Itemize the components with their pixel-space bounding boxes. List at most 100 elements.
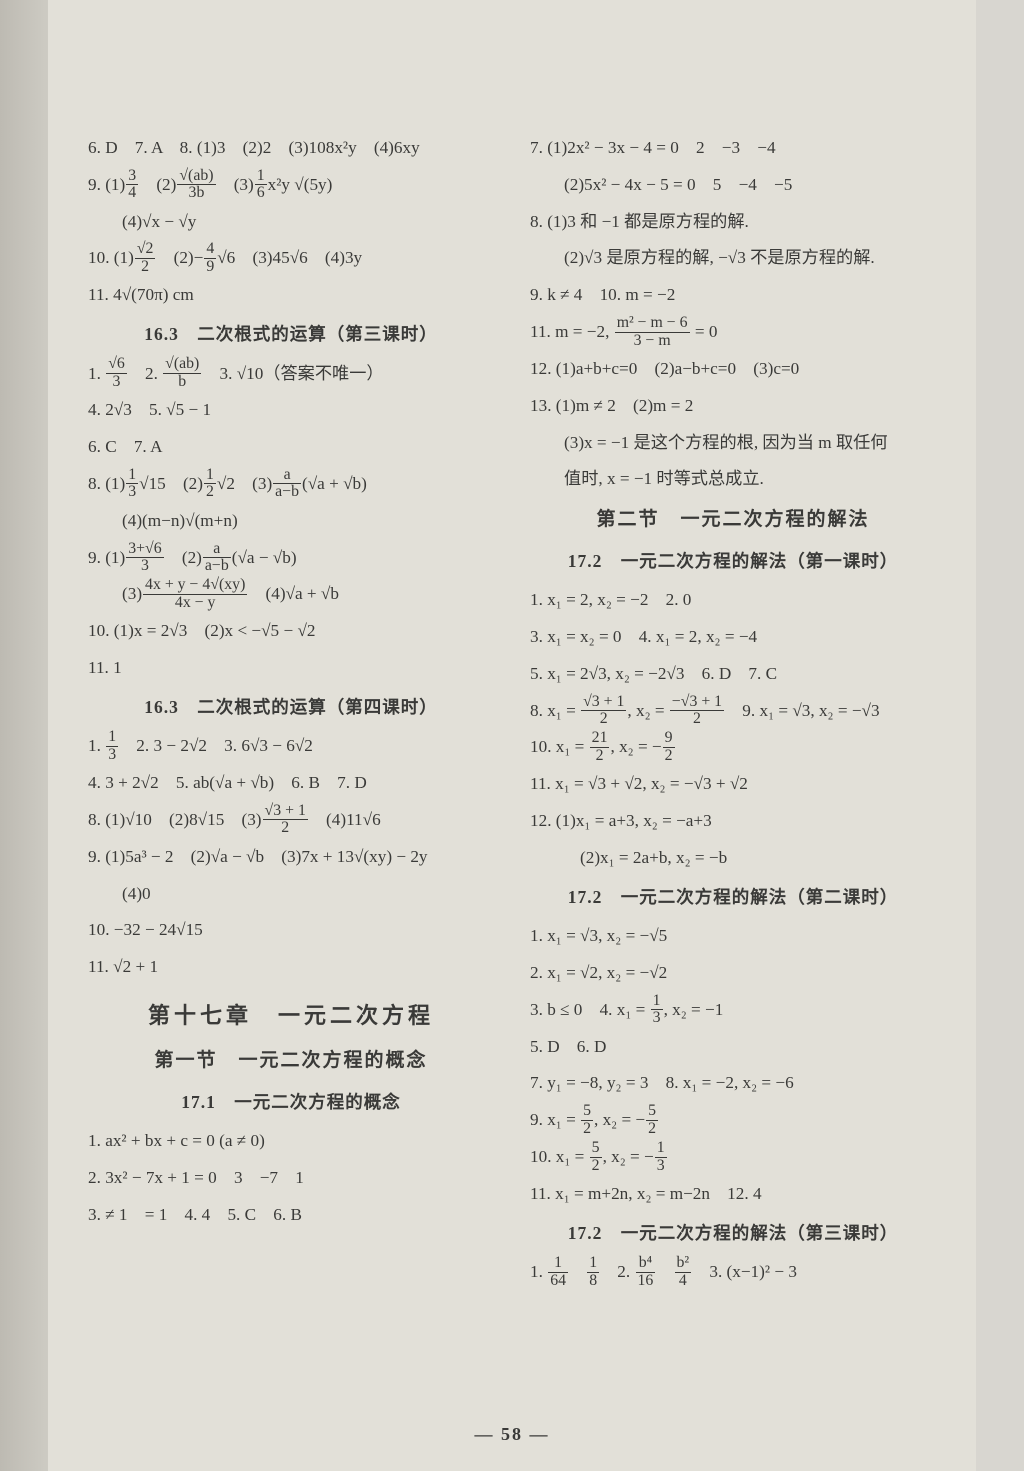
text: 9. x₁ = √3, x₂ = −√3	[725, 701, 879, 720]
fraction: √(ab)b	[163, 356, 201, 390]
answer-line: 4. 3 + 2√2 5. ab(√a + √b) 6. B 7. D	[88, 765, 494, 802]
answer-line: (4)0	[88, 876, 494, 913]
answer-line: (2)√3 是原方程的解, −√3 不是原方程的解.	[530, 240, 936, 277]
fraction: 4x + y − 4√(xy)4x − y	[143, 577, 247, 611]
left-column: 6. D 7. A 8. (1)3 (2)2 (3)108x²y (4)6xy …	[88, 130, 494, 1360]
text: 9. (1)	[88, 548, 125, 567]
answer-line: 1. x₁ = 2, x₂ = −2 2. 0	[530, 582, 936, 619]
text: 8. (1)√10 (2)8√15 (3)	[88, 810, 262, 829]
fraction: 13	[655, 1140, 667, 1174]
fraction: −√3 + 12	[670, 694, 724, 728]
text: 3. √10（答案不唯一）	[202, 364, 383, 383]
text: , x₂ = −	[610, 737, 661, 756]
text: , x₂ = −	[603, 1147, 654, 1166]
text: , x₂ = −	[594, 1110, 645, 1129]
answer-line: 1. √63 2. √(ab)b 3. √10（答案不唯一）	[88, 356, 494, 393]
fraction: 3+√63	[126, 541, 163, 575]
text: √2 (3)	[217, 474, 272, 493]
answer-line: 3. x₁ = x₂ = 0 4. x₁ = 2, x₂ = −4	[530, 619, 936, 656]
fraction: 16	[255, 168, 267, 202]
lesson-heading: 16.3 二次根式的运算（第三课时）	[88, 316, 494, 353]
answer-line: 9. (1)34 (2)√(ab)3b (3)16x²y √(5y)	[88, 167, 494, 204]
answer-line: 11. x₁ = √3 + √2, x₂ = −√3 + √2	[530, 766, 936, 803]
fraction: b²4	[675, 1255, 692, 1289]
answer-line: 2. 3x² − 7x + 1 = 0 3 −7 1	[88, 1160, 494, 1197]
fraction: 12	[204, 467, 216, 501]
answer-line: 9. (1)3+√63 (2)aa−b(√a − √b)	[88, 540, 494, 577]
text: (√a − √b)	[232, 548, 297, 567]
text: 11. m = −2,	[530, 322, 614, 341]
text	[656, 1262, 673, 1281]
lesson-heading: 17.2 一元二次方程的解法（第二课时）	[530, 879, 936, 916]
text: (4)√a + √b	[248, 584, 339, 603]
answer-line: 1. x₁ = √3, x₂ = −√5	[530, 918, 936, 955]
answer-line: 6. D 7. A 8. (1)3 (2)2 (3)108x²y (4)6xy	[88, 130, 494, 167]
answer-line: 10. (1)x = 2√3 (2)x < −√5 − √2	[88, 613, 494, 650]
answer-line: 13. (1)m ≠ 2 (2)m = 2	[530, 388, 936, 425]
fraction: 164	[548, 1255, 568, 1289]
page: 6. D 7. A 8. (1)3 (2)2 (3)108x²y (4)6xy …	[48, 0, 976, 1471]
answer-line: 1. 13 2. 3 − 2√2 3. 6√3 − 6√2	[88, 728, 494, 765]
fraction: m² − m − 63 − m	[615, 315, 690, 349]
answer-line: 2. x₁ = √2, x₂ = −√2	[530, 955, 936, 992]
lesson-heading: 17.2 一元二次方程的解法（第三课时）	[530, 1215, 936, 1252]
scan-edge	[0, 0, 48, 1471]
section-heading: 第二节 一元二次方程的解法	[530, 500, 936, 541]
text: (4)11√6	[309, 810, 381, 829]
text: = 0	[691, 322, 718, 341]
fraction: 212	[590, 730, 610, 764]
answer-line: 8. (1)3 和 −1 都是原方程的解.	[530, 204, 936, 241]
text: 8. (1)	[88, 474, 125, 493]
answer-line: 5. D 6. D	[530, 1029, 936, 1066]
answer-line: 10. −32 − 24√15	[88, 912, 494, 949]
fraction: √(ab)3b	[177, 168, 215, 202]
text: √6 (3)45√6 (4)3y	[217, 248, 362, 267]
fraction: aa−b	[273, 467, 301, 501]
answer-line: 11. x₁ = m+2n, x₂ = m−2n 12. 4	[530, 1176, 936, 1213]
answer-line: 8. (1)√10 (2)8√15 (3)√3 + 12 (4)11√6	[88, 802, 494, 839]
lesson-heading: 17.2 一元二次方程的解法（第一课时）	[530, 543, 936, 580]
answer-line: 8. x₁ = √3 + 12, x₂ = −√3 + 12 9. x₁ = √…	[530, 693, 936, 730]
fraction: 49	[204, 241, 216, 275]
text: (2)	[165, 548, 202, 567]
page-number: 58	[501, 1424, 523, 1444]
text: 10. x₁ =	[530, 1147, 589, 1166]
fraction: b⁴16	[636, 1255, 656, 1289]
answer-line: 5. x₁ = 2√3, x₂ = −2√3 6. D 7. C	[530, 656, 936, 693]
fraction: √3 + 12	[263, 803, 308, 837]
fraction: 92	[663, 730, 675, 764]
answer-line: 3. b ≤ 0 4. x₁ = 13, x₂ = −1	[530, 992, 936, 1029]
text: , x₂ = −1	[664, 1000, 724, 1019]
lesson-heading: 17.1 一元二次方程的概念	[88, 1084, 494, 1121]
answer-line: 8. (1)13√15 (2)12√2 (3)aa−b(√a + √b)	[88, 466, 494, 503]
chapter-heading: 第十七章 一元二次方程	[88, 992, 494, 1039]
text	[569, 1262, 586, 1281]
fraction: aa−b	[203, 541, 231, 575]
fraction: 18	[587, 1255, 599, 1289]
fraction: 34	[126, 168, 138, 202]
fraction: 13	[126, 467, 138, 501]
text: √15 (2)	[139, 474, 203, 493]
answer-line: (4)(m−n)√(m+n)	[88, 503, 494, 540]
text: , x₂ =	[627, 701, 668, 720]
answer-line: 12. (1)a+b+c=0 (2)a−b+c=0 (3)c=0	[530, 351, 936, 388]
two-column-layout: 6. D 7. A 8. (1)3 (2)2 (3)108x²y (4)6xy …	[88, 130, 936, 1360]
answer-line: (3)x = −1 是这个方程的根, 因为当 m 取任何	[530, 425, 936, 462]
text: 9. x₁ =	[530, 1110, 580, 1129]
text: 2.	[600, 1262, 634, 1281]
text: 1.	[88, 736, 105, 755]
fraction: √22	[135, 241, 156, 275]
answer-line: (4)√x − √y	[88, 204, 494, 241]
lesson-heading: 16.3 二次根式的运算（第四课时）	[88, 689, 494, 726]
answer-line: 11. 4√(70π) cm	[88, 277, 494, 314]
answer-line: 10. x₁ = 52, x₂ = −13	[530, 1139, 936, 1176]
text: (3)	[122, 584, 142, 603]
page-footer: — 58 —	[48, 1424, 976, 1445]
answer-line: 4. 2√3 5. √5 − 1	[88, 392, 494, 429]
right-column: 7. (1)2x² − 3x − 4 = 0 2 −3 −4 (2)5x² − …	[530, 130, 936, 1360]
fraction: √3 + 12	[581, 694, 626, 728]
answer-line: 1. ax² + bx + c = 0 (a ≠ 0)	[88, 1123, 494, 1160]
answer-line: (3)4x + y − 4√(xy)4x − y (4)√a + √b	[88, 576, 494, 613]
answer-line: 值时, x = −1 时等式总成立.	[530, 461, 936, 498]
answer-line: 11. √2 + 1	[88, 949, 494, 986]
